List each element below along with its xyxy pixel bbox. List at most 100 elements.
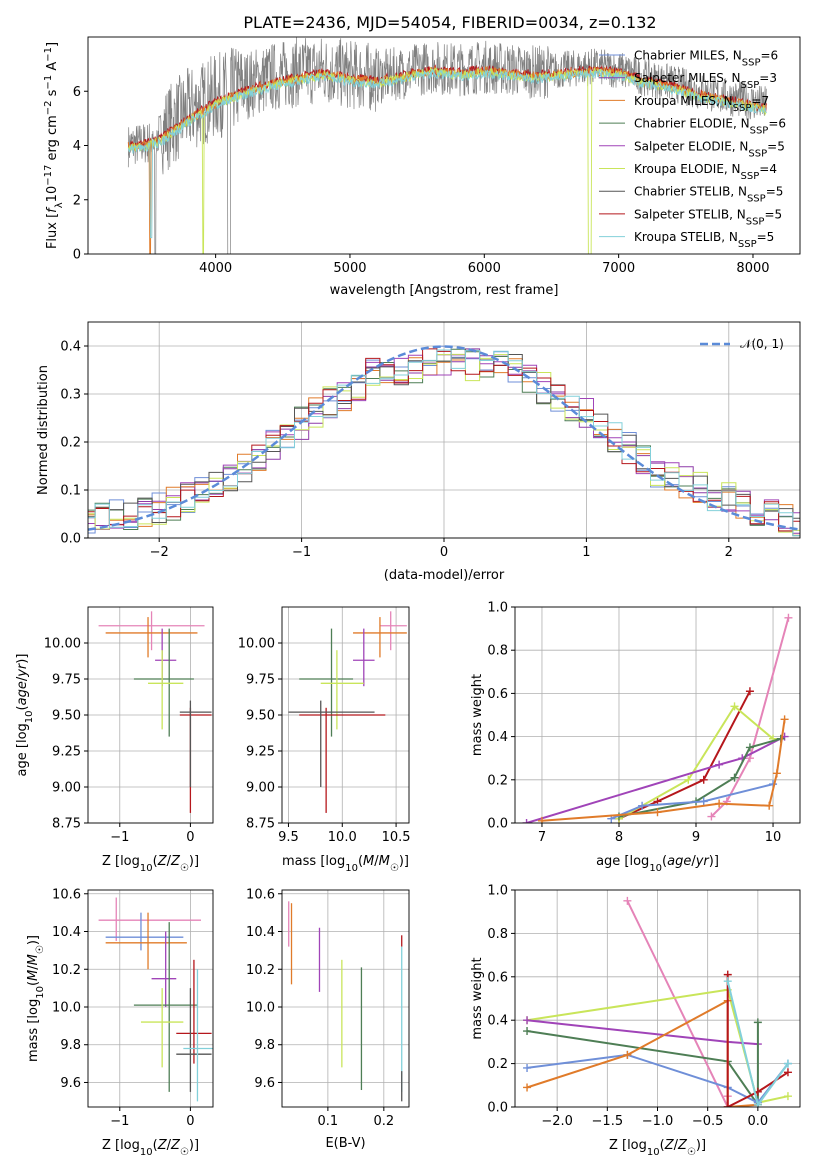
weight-marker xyxy=(537,816,546,823)
weight-marker xyxy=(730,702,739,711)
y-tick-label: 1.0 xyxy=(487,601,508,616)
weight-marker xyxy=(715,760,724,769)
weight-line xyxy=(726,974,789,1107)
x-tick-label: −2.0 xyxy=(541,1114,573,1129)
weight-marker xyxy=(523,1083,532,1092)
x-tick-label: −0.5 xyxy=(692,1114,724,1129)
weight-line xyxy=(526,735,786,823)
y-tick-label: 0 xyxy=(73,248,81,263)
weight-line xyxy=(526,999,758,1107)
axes-frame xyxy=(87,889,214,1108)
legend-entry: Salpeter ELODIE, NSSP=5 xyxy=(634,139,785,159)
y-tick-label: 0.6 xyxy=(487,970,508,985)
x-tick-label: 9.5 xyxy=(278,830,299,845)
residual-histogram xyxy=(88,354,800,533)
weight-marker xyxy=(523,1063,532,1072)
axes-frame xyxy=(514,889,801,1108)
x-tick-label: 1 xyxy=(582,545,590,560)
y-tick-label: 0.8 xyxy=(487,644,508,659)
legend-entry: Salpeter MILES, NSSP=3 xyxy=(634,71,777,91)
weight-marker xyxy=(783,1059,792,1068)
model-spectrum xyxy=(127,64,767,151)
model-spectrum xyxy=(127,68,767,239)
weight-marker xyxy=(753,1018,762,1027)
axes-frame xyxy=(514,606,801,824)
x-axis-label: wavelength [Angstrom, rest frame] xyxy=(330,283,559,298)
y-axis-label: mass [log10(M/M☉)] xyxy=(26,935,46,1062)
y-axis-label: mass weight xyxy=(470,674,485,756)
y-tick-label: 9.00 xyxy=(246,781,275,796)
x-tick-label: 4000 xyxy=(199,261,232,276)
legend-entry: Kroupa STELIB, NSSP=5 xyxy=(634,230,774,250)
weight-line xyxy=(710,617,790,818)
y-tick-label: 0.2 xyxy=(487,1057,508,1072)
weight-marker xyxy=(684,775,693,784)
x-axis-label: E(B-V) xyxy=(325,1136,365,1151)
y-tick-label: 9.75 xyxy=(52,673,81,688)
weight-marker xyxy=(783,1068,792,1077)
y-tick-label: 6 xyxy=(73,85,81,100)
legend-entry: Kroupa MILES, NSSP=7 xyxy=(634,94,769,114)
x-tick-label: 8 xyxy=(615,830,623,845)
weight-marker xyxy=(753,1100,762,1107)
weight-marker xyxy=(523,1016,532,1025)
x-tick-label: 7000 xyxy=(602,261,635,276)
y-axis-label: Normed distribution xyxy=(36,365,51,495)
weight-marker xyxy=(707,812,716,821)
weight-line xyxy=(626,900,729,1107)
weight-line xyxy=(526,1022,759,1107)
panel-age_vs_mass: 9.5 10.0 10.5 8.75 9.00 9.25 9.50 9.75 10.00 mass… xyxy=(238,606,411,874)
y-tick-label: 4 xyxy=(73,139,81,154)
weight-marker xyxy=(723,1103,732,1107)
error-bars xyxy=(98,897,213,1102)
residual-histogram xyxy=(88,350,800,536)
legend-entry: Salpeter STELIB, NSSP=5 xyxy=(634,207,782,227)
y-tick-label: 0.0 xyxy=(487,817,508,832)
weight-marker xyxy=(623,1050,632,1059)
x-tick-label: 0.1 xyxy=(318,1114,339,1129)
error-bars xyxy=(288,611,407,813)
axes-frame xyxy=(281,606,410,824)
x-tick-label: 10 xyxy=(765,830,782,845)
y-tick-label: 0.0 xyxy=(487,1101,508,1116)
y-tick-label: 9.75 xyxy=(246,673,275,688)
chart-title: PLATE=2436, MJD=54054, FIBERID=0034, z=0… xyxy=(243,13,656,32)
y-tick-label: 0.6 xyxy=(487,687,508,702)
y-tick-label: 10.6 xyxy=(52,887,81,902)
weight-line xyxy=(526,1019,758,1046)
weight-marker xyxy=(745,743,754,752)
x-axis-label: (data-model)/error xyxy=(384,568,505,583)
y-tick-label: 10.0 xyxy=(246,1000,275,1015)
x-tick-label: 0.2 xyxy=(373,1114,394,1129)
x-tick-label: 2 xyxy=(725,545,733,560)
x-axis-label: Z [log10(Z/Z☉)] xyxy=(609,1138,706,1158)
axes-frame xyxy=(87,321,801,539)
x-tick-label: 0 xyxy=(186,830,194,845)
y-tick-label: 10.6 xyxy=(246,887,275,902)
weight-marker xyxy=(623,896,632,905)
y-tick-label: 8.75 xyxy=(246,817,275,832)
x-tick-label: −1 xyxy=(292,545,311,560)
y-tick-label: 8.75 xyxy=(52,817,81,832)
y-tick-label: 10.0 xyxy=(52,1000,81,1015)
x-tick-label: 10.0 xyxy=(328,830,357,845)
weight-marker xyxy=(638,801,647,810)
axes-frame xyxy=(87,606,214,824)
y-tick-label: 9.00 xyxy=(52,781,81,796)
y-tick-label: 0.4 xyxy=(60,340,81,355)
y-tick-label: 9.50 xyxy=(52,709,81,724)
y-tick-label: 10.00 xyxy=(238,637,275,652)
y-tick-label: 0.3 xyxy=(60,388,81,403)
y-tick-label: 9.6 xyxy=(60,1076,81,1091)
panel-mass_vs_Z: −1 0 9.6 9.8 10.0 10.2 10.4 10.6 mass [log10(M/M… xyxy=(26,887,214,1158)
x-tick-label: 9 xyxy=(692,830,700,845)
x-tick-label: 7 xyxy=(538,830,546,845)
legend-entry: Chabrier ELODIE, NSSP=6 xyxy=(634,117,786,137)
weight-lines xyxy=(522,613,793,823)
y-tick-label: 9.8 xyxy=(60,1038,81,1053)
y-axis-label: Flux [fλ10−17 erg cm−2 s−1 A−1] xyxy=(43,42,65,249)
weight-marker xyxy=(523,1027,532,1036)
y-tick-label: 0.8 xyxy=(487,927,508,942)
y-tick-label: 10.2 xyxy=(246,963,275,978)
